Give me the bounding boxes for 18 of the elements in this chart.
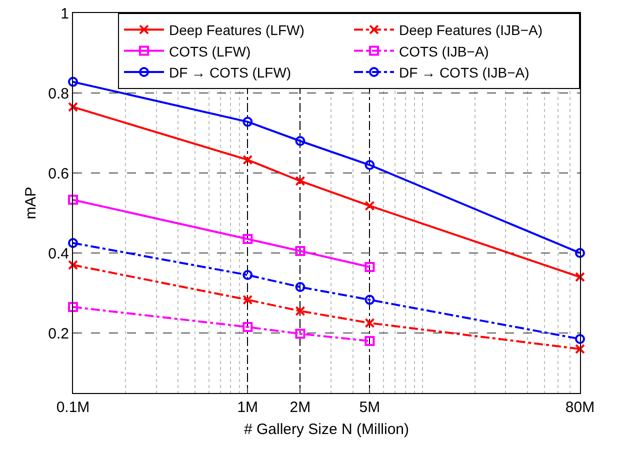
- x-tick-label: 2M: [290, 399, 311, 416]
- y-tick-label: 0.6: [48, 165, 69, 182]
- x-tick-label: 0.1M: [56, 399, 90, 416]
- legend-label: DF → COTS (LFW): [169, 64, 292, 80]
- x-tick-label: 5M: [359, 399, 380, 416]
- x-axis-title: # Gallery Size N (Million): [244, 421, 410, 438]
- legend-label: COTS (LFW): [169, 43, 251, 60]
- legend-label: Deep Features (IJB−A): [399, 22, 543, 38]
- x-tick-label: 1M: [237, 399, 258, 416]
- y-tick-label: 0.8: [48, 85, 69, 102]
- legend-label: Deep Features (LFW): [169, 22, 304, 38]
- y-tick-label: 0.4: [48, 245, 69, 262]
- y-tick-label: 1: [60, 5, 69, 22]
- y-axis-title: mAP: [22, 186, 40, 220]
- x-tick-label: 80M: [565, 399, 595, 416]
- legend-label: DF → COTS (IJB−A): [399, 64, 530, 80]
- legend-label: COTS (IJB−A): [399, 43, 489, 60]
- y-tick-label: 0.2: [48, 325, 69, 342]
